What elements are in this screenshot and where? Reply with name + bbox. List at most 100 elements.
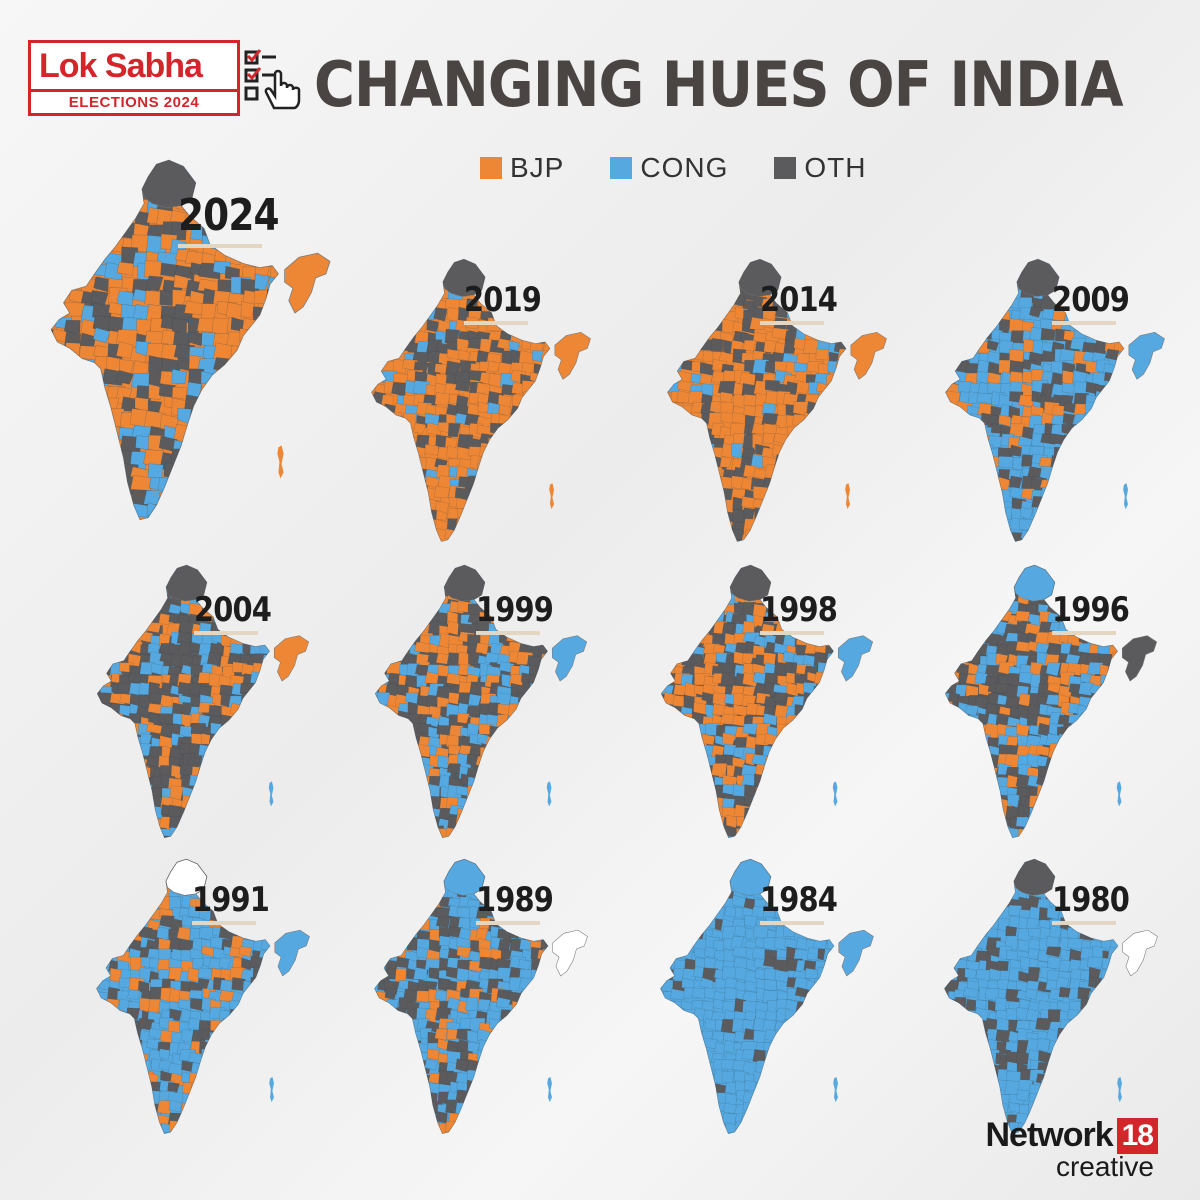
mainland-outline: [945, 258, 1125, 542]
legend-item-cong: CONG: [610, 152, 728, 184]
map-year-label: 1998: [760, 590, 838, 630]
andaman-islands: [549, 483, 555, 510]
year-underline: [476, 921, 540, 926]
andaman-islands: [1123, 483, 1129, 510]
map-1999: [334, 562, 624, 844]
map-year-label: 2014: [760, 280, 838, 320]
northeast-region: [284, 252, 331, 314]
map-year-label: 1980: [1052, 880, 1130, 920]
map-year-label: 1999: [476, 590, 554, 630]
map-1998: [620, 562, 910, 844]
india-map-svg: [667, 258, 887, 542]
ballot-checklist-icon: [244, 49, 301, 110]
jammu-kashmir-region: [1013, 564, 1056, 602]
northeast-region: [554, 331, 591, 380]
map-year-label: 1996: [1052, 590, 1130, 630]
brand-number: 18: [1116, 1117, 1158, 1154]
india-map-svg: [371, 258, 591, 542]
andaman-islands: [547, 1076, 552, 1103]
india-map-svg: [944, 564, 1158, 839]
year-underline: [760, 631, 824, 636]
mainland-outline: [944, 858, 1119, 1135]
india-map-svg: [374, 564, 588, 839]
year-underline: [1052, 631, 1116, 636]
map-year-label: 1984: [760, 880, 838, 920]
mainland-outline: [660, 564, 834, 839]
year-underline: [1052, 921, 1116, 926]
jammu-kashmir-region: [1013, 858, 1056, 896]
legend: BJP CONG OTH: [480, 152, 866, 184]
andaman-islands: [268, 781, 274, 807]
map-year-label: 2009: [1052, 280, 1130, 320]
map-1996: [904, 562, 1194, 844]
andaman-islands: [845, 483, 851, 510]
northeast-region: [1122, 929, 1158, 977]
year-underline: [178, 243, 262, 248]
northeast-region: [850, 331, 887, 380]
brand-word: Network: [985, 1116, 1113, 1154]
year-underline: [476, 631, 540, 636]
legend-swatch-cong: [610, 157, 633, 179]
brand-subtitle: creative: [1055, 1151, 1154, 1182]
map-year-label: 1989: [476, 880, 554, 920]
mainland-outline: [374, 858, 549, 1135]
logo-subtitle: ELECTIONS 2024: [31, 89, 237, 113]
map-2024: [8, 156, 368, 528]
mainland-outline: [660, 858, 835, 1135]
year-underline: [760, 921, 824, 926]
map-2019: [334, 256, 624, 548]
northeast-region: [552, 929, 588, 977]
northeast-region: [273, 635, 310, 682]
year-underline: [760, 321, 824, 326]
mainland-outline: [50, 159, 279, 521]
legend-label: OTH: [804, 152, 867, 183]
northeast-region: [274, 929, 310, 977]
andaman-islands: [832, 781, 838, 807]
year-underline: [1052, 321, 1116, 326]
northeast-region: [837, 635, 874, 682]
legend-swatch-oth: [774, 157, 797, 179]
map-2004: [56, 562, 346, 844]
northeast-region: [551, 635, 588, 682]
andaman-islands: [277, 445, 284, 479]
andaman-islands: [269, 1076, 274, 1103]
india-map-svg: [374, 858, 588, 1135]
andaman-islands: [1116, 781, 1122, 807]
india-map-svg: [660, 564, 874, 839]
mainland-outline: [96, 564, 270, 839]
mainland-outline: [371, 258, 551, 542]
legend-item-oth: OTH: [774, 152, 866, 184]
legend-label: CONG: [640, 152, 729, 183]
andaman-islands: [833, 1076, 838, 1103]
india-map-svg: [96, 564, 310, 839]
network18-logo: Network 18 creative: [985, 1116, 1158, 1183]
legend-swatch-bjp: [480, 157, 502, 179]
india-map-svg: [50, 159, 331, 521]
legend-label: BJP: [510, 152, 565, 183]
northeast-region: [1121, 635, 1158, 682]
constituency-patches: [945, 565, 1118, 838]
india-map-svg: [945, 258, 1165, 542]
mainland-outline: [374, 564, 548, 839]
andaman-islands: [546, 781, 552, 807]
andaman-islands: [1117, 1076, 1122, 1103]
northeast-region: [838, 929, 874, 977]
map-year-label: 1991: [192, 880, 270, 920]
mainland-outline: [667, 258, 847, 542]
year-underline: [194, 631, 258, 636]
map-year-label: 2004: [194, 590, 272, 630]
logo-title: Lok Sabha: [39, 47, 203, 85]
map-year-label: 2019: [464, 280, 542, 320]
map-2014: [630, 256, 920, 548]
legend-item-bjp: BJP: [480, 152, 564, 184]
year-underline: [464, 321, 528, 326]
map-year-label: 2024: [178, 190, 280, 241]
map-1989: [334, 856, 624, 1140]
mainland-outline: [944, 564, 1118, 839]
page-title: CHANGING HUES OF INDIA: [314, 48, 1124, 121]
mainland-outline: [96, 858, 271, 1135]
brand-name: Network 18: [985, 1116, 1158, 1155]
map-2009: [908, 256, 1198, 548]
map-1980: [904, 856, 1194, 1140]
northeast-region: [1128, 331, 1165, 380]
